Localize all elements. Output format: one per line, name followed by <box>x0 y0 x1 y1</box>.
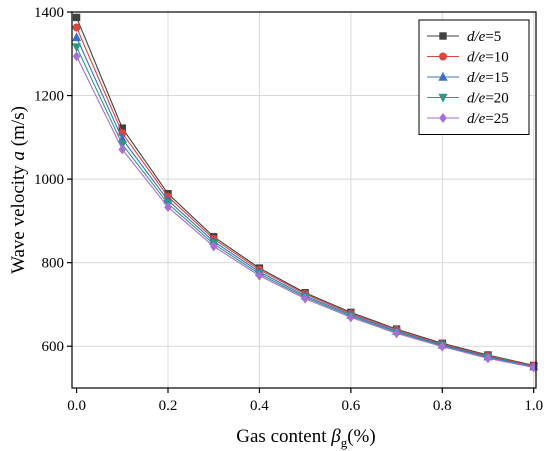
data-point <box>484 353 492 364</box>
data-point <box>438 341 447 352</box>
legend-item: d/e=5 <box>427 29 501 45</box>
data-point <box>72 23 81 32</box>
series-5 <box>72 51 538 373</box>
legend-item: d/e=25 <box>427 111 509 127</box>
x-tick-label: 0.6 <box>341 398 360 414</box>
legend-label: d/e=5 <box>467 29 501 45</box>
legend-item: d/e=15 <box>427 70 509 86</box>
legend-label: d/e=10 <box>467 50 509 66</box>
data-point <box>72 13 81 22</box>
data-point <box>72 43 82 53</box>
legend-swatch-marker <box>438 71 448 81</box>
legend-box <box>418 19 530 135</box>
data-point <box>392 328 401 339</box>
legend-label-var: d/e <box>467 111 486 127</box>
legend: d/e=5d/e=10d/e=15d/e=20d/e=25 <box>418 19 530 135</box>
y-axis-title: Wave velocity a (m/s) <box>8 106 29 274</box>
data-point <box>118 144 127 155</box>
x-axis-title-subscript: g <box>341 435 348 450</box>
x-tick-label: 0.8 <box>433 398 452 414</box>
data-point <box>72 51 81 62</box>
legend-label: d/e=15 <box>467 70 509 86</box>
legend-item: d/e=20 <box>427 91 509 107</box>
x-tick-label: 0.2 <box>159 398 178 414</box>
legend-item: d/e=10 <box>427 50 509 66</box>
x-tick-label: 1.0 <box>524 398 543 414</box>
y-axis-title-symbol: a <box>8 151 29 161</box>
y-tick-label: 800 <box>42 256 65 272</box>
series-group <box>72 13 539 373</box>
legend-swatch-marker <box>439 32 447 40</box>
y-axis-title-unit: (m/s) <box>8 106 29 151</box>
legend-label-value: =5 <box>485 29 501 45</box>
data-point <box>301 293 309 304</box>
legend-label-value: =15 <box>485 70 508 86</box>
y-tick-label: 1000 <box>34 172 64 188</box>
y-tick-label: 600 <box>42 339 65 355</box>
legend-swatch-marker <box>438 93 448 103</box>
legend-label-var: d/e <box>467 70 486 86</box>
legend-swatch-marker <box>438 52 447 61</box>
data-point <box>164 202 172 213</box>
x-axis-title: Gas content βg(%) <box>236 426 375 450</box>
legend-label-value: =10 <box>485 50 508 66</box>
legend-label: d/e=25 <box>467 111 509 127</box>
data-point <box>72 32 82 42</box>
x-axis-title-symbol: β <box>330 426 341 447</box>
legend-swatch-marker <box>439 113 447 123</box>
legend-label-var: d/e <box>467 91 486 107</box>
axis-ticks: 0.0 0.2 0.4 0.6 0.8 1.0 600 800 1000 1200 1400 <box>34 5 543 414</box>
legend-label-value: =25 <box>485 111 508 127</box>
data-point <box>209 241 218 252</box>
x-axis-title-unit: (%) <box>347 426 375 447</box>
data-point <box>347 312 355 323</box>
legend-label-var: d/e <box>467 50 486 66</box>
x-tick-label: 0.0 <box>67 398 86 414</box>
legend-label-value: =20 <box>485 91 508 107</box>
data-point <box>255 270 264 281</box>
legend-label: d/e=20 <box>467 91 509 107</box>
y-tick-label: 1200 <box>34 89 64 105</box>
y-tick-label: 1400 <box>34 5 64 21</box>
plot-frame <box>71 11 537 389</box>
legend-label-var: d/e <box>467 29 486 45</box>
x-tick-label: 0.4 <box>250 398 269 414</box>
